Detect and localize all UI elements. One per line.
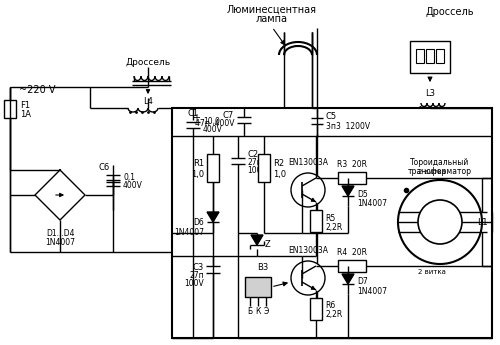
Polygon shape: [342, 186, 354, 196]
Bar: [172, 108, 492, 338]
Text: D1...D4: D1...D4: [46, 228, 74, 237]
Polygon shape: [251, 235, 263, 245]
Text: 1,0: 1,0: [191, 169, 204, 178]
Text: 400V: 400V: [203, 125, 223, 134]
Text: 1N4007: 1N4007: [174, 227, 204, 237]
Text: 2 витка: 2 витка: [418, 269, 446, 275]
Bar: [245, 277, 271, 297]
Text: 27п: 27п: [190, 272, 204, 280]
Text: 100V: 100V: [247, 166, 267, 175]
Circle shape: [291, 261, 325, 295]
Text: 9: 9: [437, 213, 443, 221]
Text: R1: R1: [193, 158, 204, 168]
Text: 100V: 100V: [184, 279, 204, 288]
Text: 27п: 27п: [247, 158, 262, 167]
Text: Э: Э: [264, 307, 268, 316]
Text: 1N4007: 1N4007: [357, 286, 387, 296]
Text: EN13003A: EN13003A: [288, 158, 328, 167]
Text: C6: C6: [99, 162, 110, 171]
Text: Тороидальный: Тороидальный: [410, 158, 470, 167]
Bar: [338, 172, 366, 184]
Text: 2 витка: 2 витка: [418, 169, 446, 175]
Bar: [338, 260, 366, 272]
Text: лампа: лампа: [256, 14, 288, 24]
Bar: [310, 298, 322, 320]
Text: R4  20R: R4 20R: [337, 247, 367, 256]
Text: 1,0: 1,0: [273, 169, 286, 178]
Text: Дроссель: Дроссель: [126, 58, 170, 67]
Text: F1: F1: [20, 100, 30, 109]
Text: 2,2R: 2,2R: [325, 310, 342, 319]
Text: К: К: [256, 307, 260, 316]
Text: C1: C1: [188, 108, 198, 118]
Text: C3: C3: [193, 264, 204, 273]
Text: Б: Б: [248, 307, 252, 316]
Bar: [416, 49, 424, 63]
Bar: [310, 210, 322, 232]
Text: 3п3  1200V: 3п3 1200V: [326, 121, 370, 130]
Bar: [258, 154, 270, 182]
Text: R5: R5: [325, 214, 335, 223]
Text: 10,0: 10,0: [203, 117, 220, 126]
Text: D6: D6: [194, 217, 204, 227]
Circle shape: [398, 180, 482, 264]
Text: 0,1: 0,1: [123, 172, 135, 181]
Text: C2: C2: [247, 149, 258, 158]
Bar: [426, 49, 434, 63]
Bar: [207, 154, 219, 182]
Text: EN13003A: EN13003A: [288, 246, 328, 255]
Text: D5: D5: [357, 189, 368, 198]
Text: 2,2R: 2,2R: [325, 223, 342, 231]
Text: 400V: 400V: [123, 180, 143, 189]
Text: ~220 V: ~220 V: [19, 85, 56, 95]
Text: L3: L3: [425, 89, 435, 98]
Text: Дроссель: Дроссель: [426, 7, 474, 17]
Text: L4: L4: [143, 97, 153, 106]
Text: R2: R2: [273, 158, 284, 168]
Text: D7: D7: [357, 277, 368, 286]
Circle shape: [418, 200, 462, 244]
Bar: [436, 49, 444, 63]
Circle shape: [291, 173, 325, 207]
Text: 1N4007: 1N4007: [45, 237, 75, 246]
Text: витков: витков: [426, 223, 454, 231]
Text: трансформатор: трансформатор: [408, 167, 472, 176]
Text: R3  20R: R3 20R: [337, 159, 367, 168]
Text: C7: C7: [223, 110, 234, 119]
Text: 1N4007: 1N4007: [357, 198, 387, 207]
Text: +: +: [192, 113, 200, 123]
Text: 1A: 1A: [20, 109, 31, 118]
Polygon shape: [207, 212, 219, 222]
Bar: [4, 100, 16, 118]
Text: Z: Z: [265, 239, 271, 248]
Text: L1: L1: [477, 217, 488, 227]
Text: 47п  400V: 47п 400V: [194, 118, 234, 128]
Polygon shape: [342, 274, 354, 284]
Bar: [410, 41, 450, 73]
Text: C5: C5: [326, 111, 337, 120]
Text: Люминесцентная: Люминесцентная: [227, 5, 317, 15]
Text: B3: B3: [258, 264, 268, 273]
Text: R6: R6: [325, 302, 335, 310]
